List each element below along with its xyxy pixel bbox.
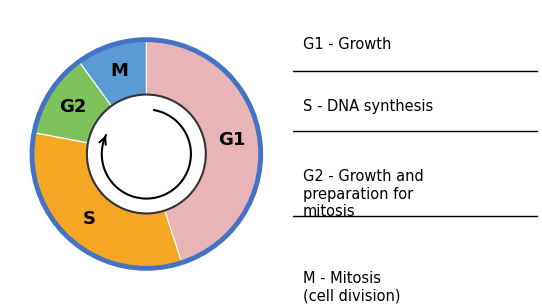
Text: G1 - Growth: G1 - Growth xyxy=(302,37,391,52)
Text: G1: G1 xyxy=(218,132,246,149)
Text: M: M xyxy=(111,62,128,80)
Text: M - Mitosis
(cell division): M - Mitosis (cell division) xyxy=(302,271,400,303)
Wedge shape xyxy=(32,132,182,268)
Text: S - DNA synthesis: S - DNA synthesis xyxy=(302,99,433,114)
Wedge shape xyxy=(79,40,146,106)
Text: S: S xyxy=(82,210,95,228)
Wedge shape xyxy=(34,62,112,143)
Circle shape xyxy=(87,95,206,213)
Text: G2 - Growth and
preparation for
mitosis: G2 - Growth and preparation for mitosis xyxy=(302,169,423,219)
Wedge shape xyxy=(146,40,261,263)
Text: G2: G2 xyxy=(59,99,87,116)
